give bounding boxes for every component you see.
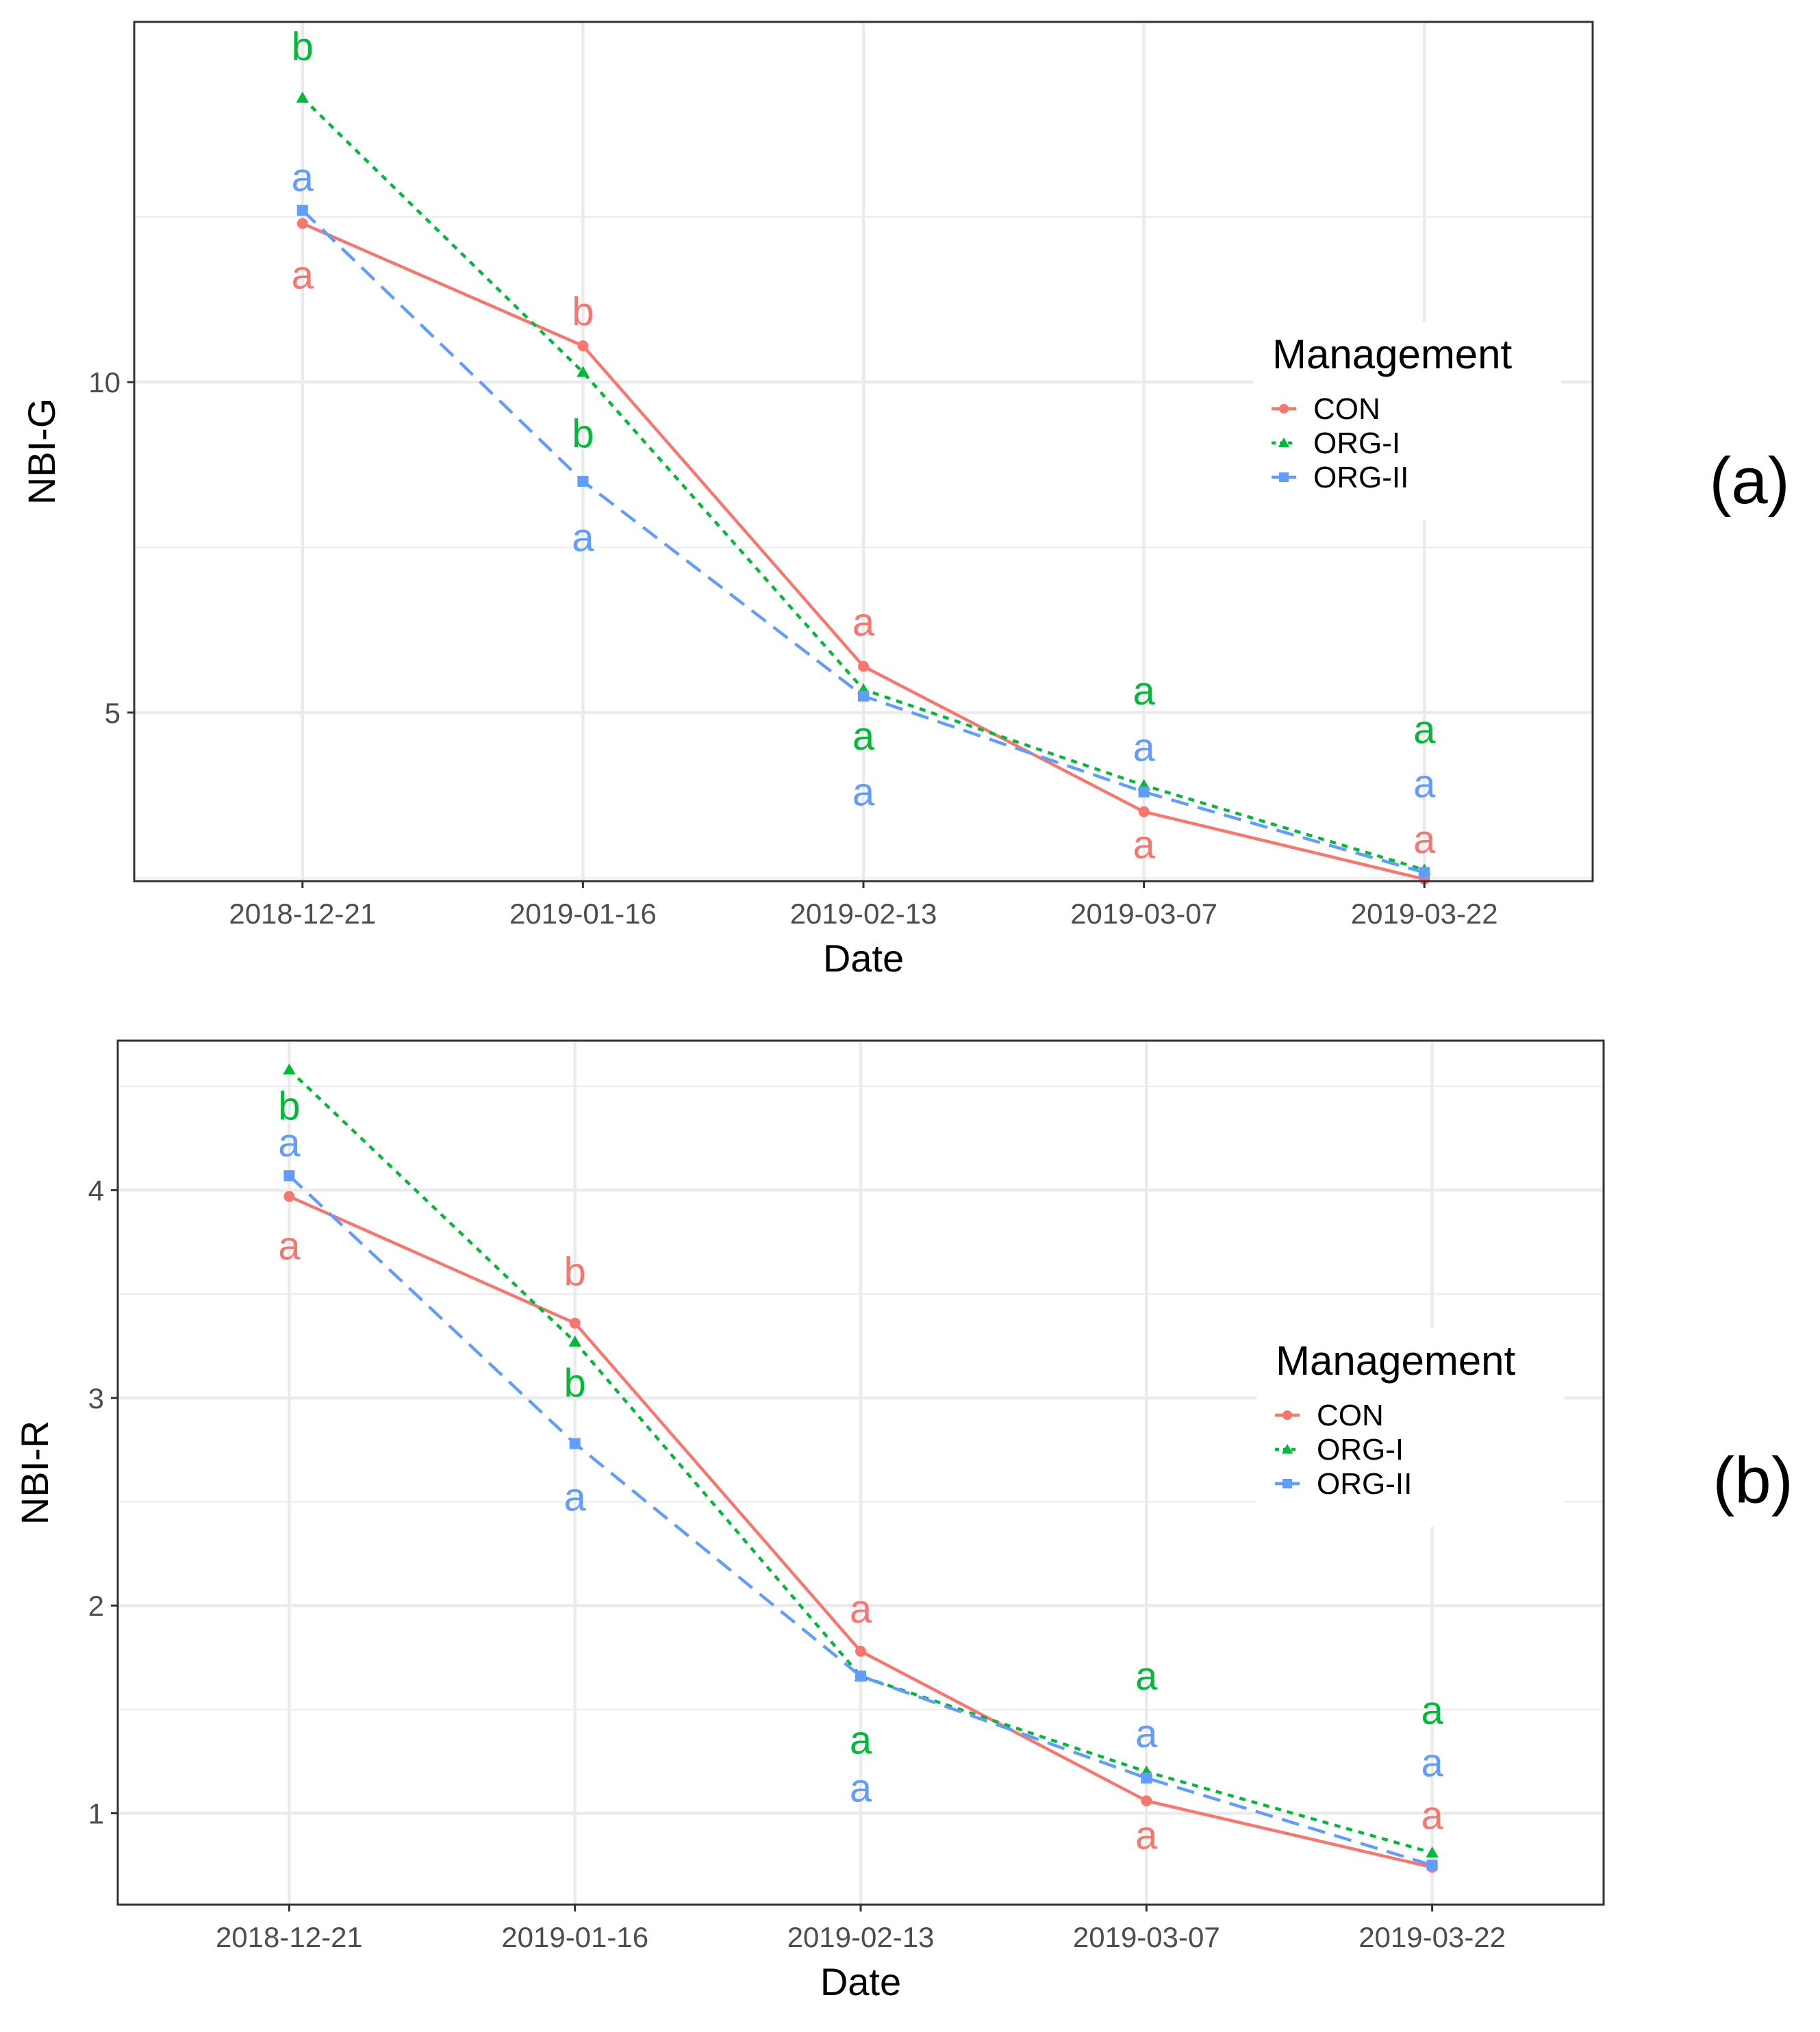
series-line-org-ii bbox=[288, 1174, 1433, 1867]
legend-entry-org-ii: ORG-II bbox=[1317, 1467, 1412, 1501]
significance-letter: a bbox=[564, 1475, 587, 1520]
data-point-org-ii bbox=[855, 1671, 866, 1682]
panel-tag: (a) bbox=[1709, 444, 1789, 518]
data-point-con bbox=[283, 1191, 295, 1202]
significance-letter: a bbox=[292, 155, 314, 200]
legend-key-org-i-icon bbox=[1278, 437, 1290, 448]
significance-letter: a bbox=[1421, 1740, 1443, 1785]
significance-letter: a bbox=[850, 1766, 872, 1810]
data-point-org-ii bbox=[1141, 1772, 1152, 1783]
data-point-org-ii bbox=[858, 690, 869, 702]
legend-entry-con: CON bbox=[1317, 1399, 1384, 1432]
data-point-con bbox=[296, 218, 308, 229]
significance-letter: a bbox=[1413, 817, 1436, 862]
significance-letter: a bbox=[1413, 708, 1436, 752]
legend-entry-org-ii: ORG-II bbox=[1313, 461, 1408, 494]
significance-letter: b bbox=[278, 1084, 300, 1128]
significance-letter: a bbox=[852, 600, 875, 644]
significance-letter: a bbox=[1133, 726, 1155, 770]
series-line-org-i bbox=[288, 1068, 1433, 1855]
significance-letter: a bbox=[1135, 1654, 1158, 1699]
data-point-org-ii bbox=[1419, 867, 1430, 878]
significance-letter: a bbox=[1135, 1813, 1158, 1857]
significance-letter: a bbox=[852, 714, 875, 759]
y-tick-label: 3 bbox=[88, 1382, 104, 1414]
legend-title: Management bbox=[1272, 331, 1513, 377]
data-point-org-i bbox=[283, 1063, 296, 1075]
significance-letter: a bbox=[1133, 823, 1155, 867]
data-point-org-i bbox=[577, 366, 590, 377]
data-point-con bbox=[577, 340, 589, 352]
legend-background bbox=[1256, 1328, 1565, 1527]
significance-letter: b bbox=[572, 290, 594, 334]
data-point-con bbox=[1138, 806, 1150, 817]
significance-letter: a bbox=[850, 1587, 872, 1631]
y-axis-title: NBI-R bbox=[13, 1421, 56, 1525]
significance-letter: b bbox=[572, 412, 594, 457]
data-point-org-ii bbox=[569, 1438, 581, 1449]
significance-letter: a bbox=[850, 1718, 872, 1762]
significance-letter: b bbox=[564, 1361, 586, 1406]
data-point-con bbox=[1141, 1795, 1152, 1807]
legend-key-org-i-icon bbox=[1281, 1443, 1293, 1454]
x-tick-label: 2019-03-22 bbox=[1351, 898, 1498, 930]
significance-letter: a bbox=[852, 770, 875, 815]
significance-letter: a bbox=[1421, 1793, 1443, 1838]
x-tick-label: 2019-02-13 bbox=[787, 1921, 935, 1953]
y-tick-label: 5 bbox=[105, 697, 121, 729]
legend-key-org-ii-icon bbox=[1282, 1479, 1292, 1488]
y-tick-label: 10 bbox=[88, 366, 121, 398]
legend-entry-org-i: ORG-I bbox=[1317, 1433, 1404, 1466]
data-point-org-ii bbox=[577, 475, 589, 487]
x-axis-title: Date bbox=[823, 937, 904, 980]
legend-key-con-icon bbox=[1282, 1410, 1292, 1420]
x-tick-label: 2019-02-13 bbox=[790, 898, 937, 930]
legend-key-con-icon bbox=[1279, 404, 1289, 414]
significance-letter: a bbox=[1421, 1688, 1443, 1733]
x-tick-label: 2019-03-22 bbox=[1358, 1921, 1506, 1953]
significance-letter: a bbox=[1135, 1712, 1158, 1756]
significance-letter: a bbox=[292, 253, 314, 297]
x-tick-label: 2019-03-07 bbox=[1073, 1921, 1220, 1953]
y-tick-label: 2 bbox=[88, 1590, 104, 1622]
legend-entry-con: CON bbox=[1313, 392, 1380, 426]
data-point-con bbox=[569, 1317, 581, 1329]
x-tick-label: 2019-01-16 bbox=[509, 898, 657, 930]
x-tick-label: 2019-01-16 bbox=[501, 1921, 648, 1953]
x-tick-label: 2019-03-07 bbox=[1070, 898, 1217, 930]
significance-letter: a bbox=[278, 1121, 301, 1165]
significance-letter: a bbox=[1133, 669, 1155, 713]
data-point-org-ii bbox=[283, 1170, 295, 1182]
data-point-con bbox=[855, 1645, 866, 1657]
legend-title: Management bbox=[1276, 1338, 1516, 1384]
x-tick-label: 2018-12-21 bbox=[229, 898, 376, 930]
data-point-con bbox=[858, 661, 869, 672]
significance-letter: a bbox=[1413, 761, 1436, 806]
data-point-org-i bbox=[296, 91, 309, 103]
data-point-org-ii bbox=[1138, 786, 1150, 798]
x-tick-label: 2018-12-21 bbox=[216, 1921, 363, 1953]
significance-letter: b bbox=[564, 1250, 586, 1295]
y-tick-label: 1 bbox=[88, 1798, 104, 1830]
y-tick-label: 4 bbox=[88, 1174, 104, 1206]
panel-tag: (b) bbox=[1712, 1444, 1793, 1517]
legend-key-org-ii-icon bbox=[1279, 472, 1289, 482]
legend-background bbox=[1253, 322, 1561, 520]
data-point-org-i bbox=[1426, 1846, 1439, 1858]
data-point-org-ii bbox=[296, 205, 308, 216]
significance-letter: a bbox=[278, 1224, 301, 1269]
data-point-org-ii bbox=[1426, 1859, 1438, 1871]
x-axis-title: Date bbox=[820, 1960, 901, 2003]
data-point-org-i bbox=[568, 1335, 581, 1347]
legend-entry-org-i: ORG-I bbox=[1313, 427, 1400, 460]
significance-letter: b bbox=[292, 25, 314, 69]
significance-letter: a bbox=[572, 516, 594, 560]
y-axis-title: NBI-G bbox=[20, 398, 63, 505]
